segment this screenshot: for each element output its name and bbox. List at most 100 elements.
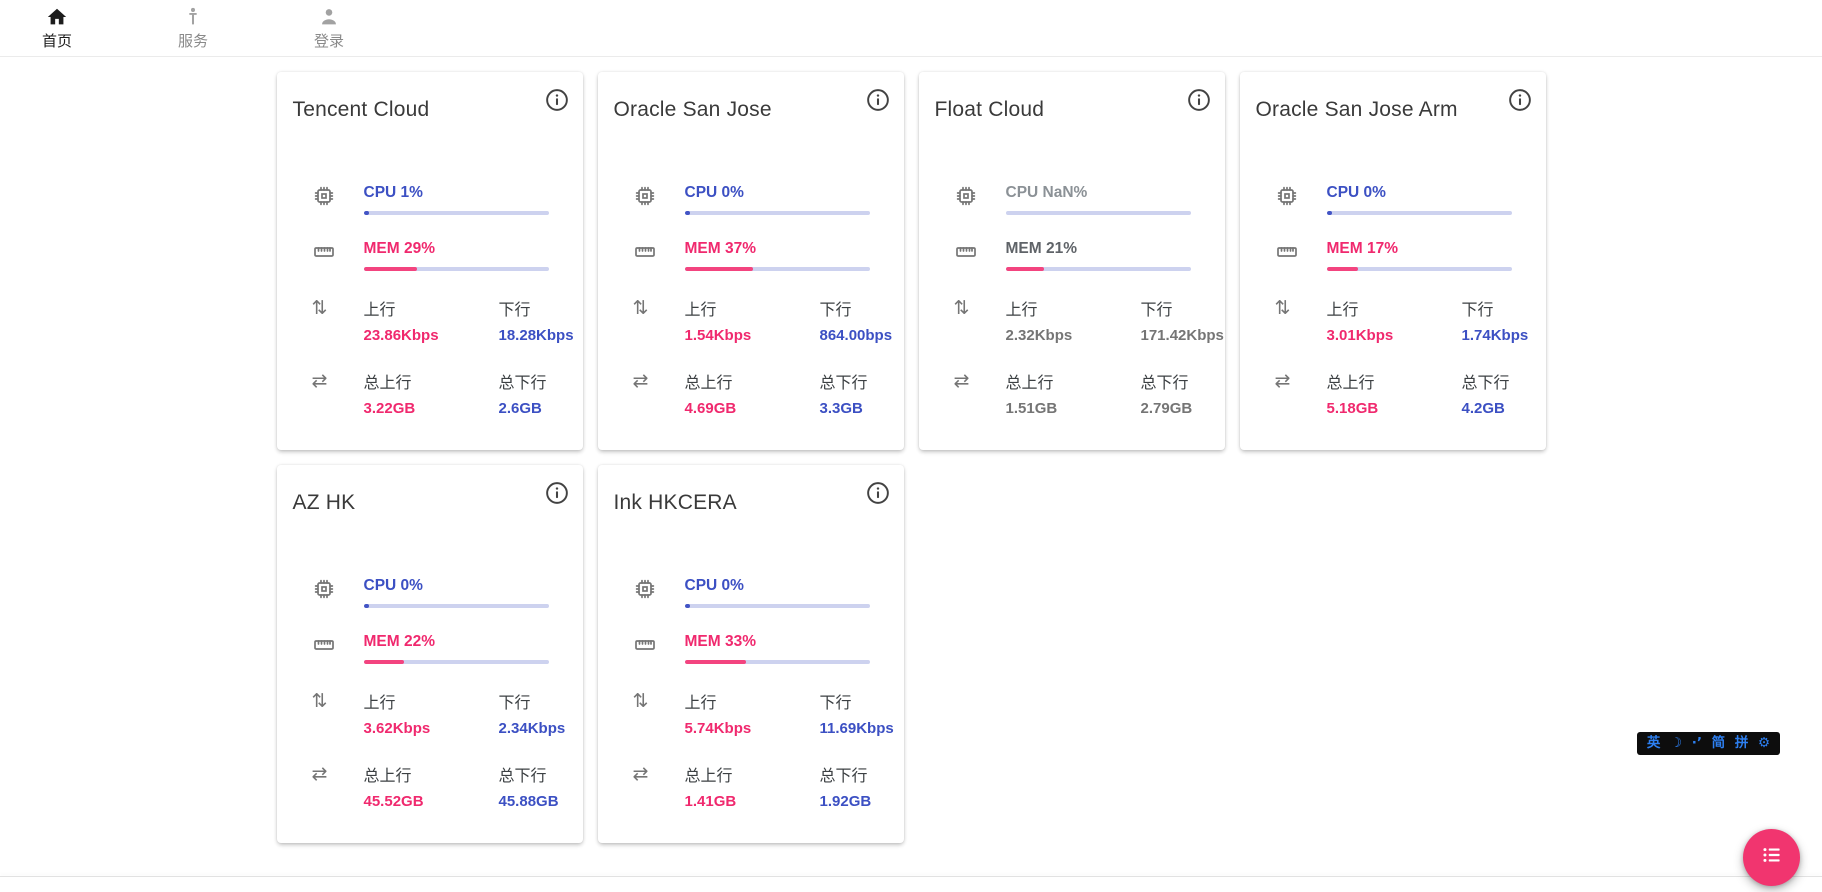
memory-ruler-icon (312, 633, 336, 664)
total-upload: 总上行 3.22GB (364, 369, 499, 417)
moon-icon[interactable]: ☽ (1669, 735, 1683, 751)
total-download: 总下行 2.6GB (499, 369, 549, 417)
cpu-usage-label: CPU 0% (684, 184, 744, 201)
total-download-label: 总下行 (498, 768, 547, 785)
info-icon[interactable] (1507, 87, 1533, 113)
cpu-row: CPU 0% (633, 577, 870, 608)
ime-simplified-label[interactable]: 简 (1711, 735, 1726, 751)
server-card: Oracle San Jose CPU 0% (597, 72, 904, 450)
cpu-chip-icon (633, 577, 657, 608)
server-name: Oracle San Jose Arm (1255, 98, 1458, 121)
info-icon[interactable] (544, 87, 570, 113)
cpu-progress-bar (1326, 211, 1512, 215)
info-icon[interactable] (865, 480, 891, 506)
ime-toolbar: 英 ☽ ·’ 简 拼 ⚙ (1637, 732, 1780, 755)
server-name: Ink HKCERA (613, 491, 737, 514)
total-download-label: 总下行 (819, 768, 868, 785)
total-upload: 总上行 45.52GB (364, 762, 499, 810)
total-download: 总下行 4.2GB (1462, 369, 1512, 417)
memory-ruler-icon (954, 240, 978, 271)
info-icon[interactable] (544, 480, 570, 506)
mem-progress-bar (684, 267, 870, 271)
total-upload-value: 45.52GB (363, 793, 424, 810)
ime-pinyin-label[interactable]: 拼 (1734, 735, 1749, 751)
net-total-row: ⇄ 总上行 1.41GB 总下行 1.92GB (633, 762, 872, 810)
upload-value: 2.32Kbps (1005, 327, 1073, 344)
updown-arrows-icon: ⇅ (953, 297, 970, 319)
nav-item-services[interactable]: 服务 (170, 6, 216, 51)
total-upload-value: 3.22GB (363, 400, 416, 417)
total-upload: 总上行 4.69GB (685, 369, 820, 417)
download-value: 18.28Kbps (498, 327, 574, 344)
total-upload-label: 总上行 (1005, 375, 1054, 392)
mem-row: MEM 21% (954, 240, 1191, 271)
total-download-value: 45.88GB (498, 793, 559, 810)
net-speed-row: ⇅ 上行 23.86Kbps 下行 18.28Kbps (311, 296, 574, 344)
swap-arrows-icon: ⇄ (1274, 370, 1291, 392)
swap-arrows-icon: ⇄ (311, 370, 328, 392)
memory-ruler-icon (312, 240, 336, 271)
total-download-label: 总下行 (1140, 375, 1189, 392)
server-stats: CPU 0% MEM 17% ⇅ (1256, 184, 1530, 417)
updown-arrows-icon: ⇅ (311, 297, 328, 319)
upload-label: 上行 (1326, 302, 1359, 319)
mem-row: MEM 17% (1275, 240, 1512, 271)
server-stats: CPU 1% MEM 29% ⇅ (293, 184, 574, 417)
upload-label: 上行 (684, 302, 717, 319)
download-value: 1.74Kbps (1461, 327, 1529, 344)
total-download: 总下行 45.88GB (499, 762, 559, 810)
mem-progress-bar (1005, 267, 1191, 271)
mem-row: MEM 33% (633, 633, 870, 664)
download-value: 864.00bps (819, 327, 893, 344)
total-upload: 总上行 5.18GB (1327, 369, 1462, 417)
server-card: Oracle San Jose Arm CPU 0% (1239, 72, 1546, 450)
person-standing-icon (182, 6, 204, 28)
nav-item-login-label: 登录 (313, 32, 344, 50)
cpu-progress-bar (363, 211, 549, 215)
swap-arrows-icon: ⇄ (632, 370, 649, 392)
server-stats: CPU 0% MEM 33% ⇅ (614, 577, 894, 810)
total-upload-value: 1.51GB (1005, 400, 1058, 417)
cpu-row: CPU 0% (633, 184, 870, 215)
server-name: Oracle San Jose (613, 98, 772, 121)
cpu-row: CPU 0% (312, 577, 549, 608)
cpu-progress-bar (684, 211, 870, 215)
nav-item-login[interactable]: 登录 (306, 6, 352, 51)
upload-value: 3.62Kbps (363, 720, 431, 737)
download-speed: 下行 11.69Kbps (820, 689, 894, 737)
total-upload-label: 总上行 (363, 768, 412, 785)
download-label: 下行 (1461, 302, 1494, 319)
net-speed-row: ⇅ 上行 3.62Kbps 下行 2.34Kbps (312, 689, 566, 737)
total-download: 总下行 3.3GB (820, 369, 870, 417)
net-speed-row: ⇅ 上行 1.54Kbps 下行 864.00bps (633, 296, 893, 344)
info-icon[interactable] (865, 87, 891, 113)
server-card: Tencent Cloud CPU 1% (276, 72, 583, 450)
memory-ruler-icon (633, 240, 657, 271)
net-total-row: ⇄ 总上行 3.22GB 总下行 2.6GB (312, 369, 549, 417)
gear-icon[interactable]: ⚙ (1757, 735, 1771, 751)
upload-label: 上行 (363, 695, 396, 712)
download-label: 下行 (819, 695, 852, 712)
ime-language-label[interactable]: 英 (1646, 735, 1661, 751)
total-upload-label: 总上行 (684, 768, 733, 785)
nav-item-home[interactable]: 首页 (34, 6, 80, 51)
server-list-fab[interactable] (1743, 829, 1800, 886)
total-upload-value: 4.69GB (684, 400, 737, 417)
download-value: 171.42Kbps (1140, 327, 1224, 344)
ime-punctuation-toggle[interactable]: ·’ (1691, 735, 1703, 751)
cpu-row: CPU NaN% (954, 184, 1191, 215)
info-icon[interactable] (1186, 87, 1212, 113)
upload-label: 上行 (363, 302, 396, 319)
upload-speed: 上行 2.32Kbps (1006, 296, 1141, 344)
nav-item-services-label: 服务 (177, 32, 208, 50)
total-download-value: 4.2GB (1461, 400, 1505, 417)
upload-value: 23.86Kbps (363, 327, 439, 344)
server-stats: CPU NaN% MEM 21% ⇅ (935, 184, 1224, 417)
upload-value: 1.54Kbps (684, 327, 752, 344)
mem-row: MEM 37% (633, 240, 870, 271)
download-speed: 下行 171.42Kbps (1141, 296, 1224, 344)
upload-speed: 上行 23.86Kbps (364, 296, 499, 344)
total-upload-label: 总上行 (363, 375, 412, 392)
total-upload-value: 5.18GB (1326, 400, 1379, 417)
nav-item-home-label: 首页 (41, 32, 72, 50)
